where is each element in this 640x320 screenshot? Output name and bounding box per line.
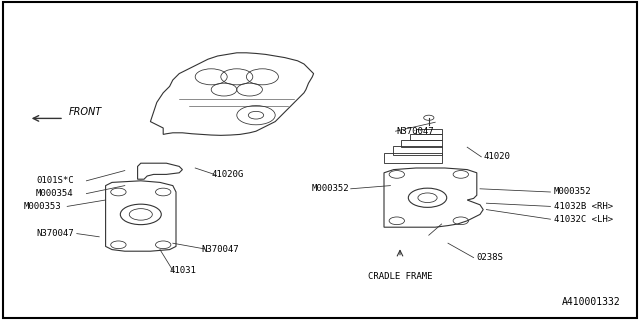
Bar (401, 140, 442, 147)
Text: 0101S*C: 0101S*C (36, 176, 74, 185)
Text: M000352: M000352 (554, 188, 591, 196)
Bar (416, 129, 442, 134)
Text: 41020G: 41020G (211, 170, 243, 179)
Text: 41031: 41031 (170, 266, 196, 275)
Text: 41032B <RH>: 41032B <RH> (554, 202, 612, 211)
Text: A410001332: A410001332 (562, 297, 621, 307)
Bar (410, 134, 442, 140)
Text: 41020: 41020 (483, 152, 510, 161)
Text: CRADLE FRAME: CRADLE FRAME (368, 272, 432, 281)
Text: M000354: M000354 (36, 189, 74, 198)
Text: 0238S: 0238S (477, 253, 504, 262)
Text: FRONT: FRONT (69, 107, 102, 117)
Text: N370047: N370047 (36, 229, 74, 238)
Bar (384, 153, 442, 163)
Bar (393, 146, 442, 155)
Text: N370047: N370047 (202, 245, 239, 254)
Text: 41032C <LH>: 41032C <LH> (554, 215, 612, 224)
Text: M000353: M000353 (23, 202, 61, 211)
Text: N370047: N370047 (397, 127, 435, 136)
Text: M000352: M000352 (311, 184, 349, 193)
